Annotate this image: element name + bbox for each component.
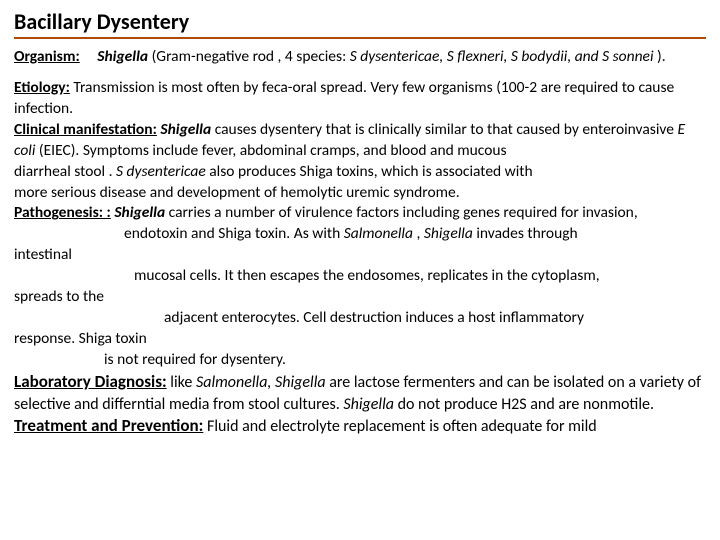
lab-head: Laboratory Diagnosis: — [14, 371, 167, 392]
clinical-block: Clinical manifestation: Shigella causes … — [14, 120, 706, 204]
patho-p4tail: response. Shiga toxin — [14, 329, 147, 348]
patho-p2b: , — [416, 224, 423, 243]
treatment-block: Treatment and Prevention: Fluid and elec… — [14, 415, 706, 438]
clinical-s3: more serious disease and development of … — [14, 183, 460, 202]
pathogenesis-head: Pathogenesis: : — [14, 203, 111, 222]
pathogenesis-block: Pathogenesis: : Shigella carries a numbe… — [14, 203, 706, 370]
organism-block: Organism: Shigella (Gram-negative rod , … — [14, 47, 706, 68]
patho-shigella2: Shigella — [424, 224, 473, 243]
lab-shigella: Shigella — [275, 373, 326, 392]
organism-species: S dysentericae, S flexneri, S bodydii, a… — [350, 47, 654, 66]
patho-salmonella: Salmonella — [344, 224, 413, 243]
clinical-shigella: Shigella — [160, 120, 211, 139]
clinical-s2b: also produces Shiga toxins, which is ass… — [209, 162, 532, 181]
patho-p2tail: intestinal — [14, 245, 72, 264]
slide-title: Bacillary Dysentery — [14, 8, 706, 39]
organism-desc2: ). — [657, 47, 666, 66]
etiology-block: Etiology: Transmission is most often by … — [14, 78, 706, 120]
patho-p4: adjacent enterocytes. Cell destruction i… — [14, 308, 706, 329]
patho-p3tail: spreads to the — [14, 287, 104, 306]
clinical-s1b: causes dysentery that is clinically simi… — [215, 120, 678, 139]
treatment-text: Fluid and electrolyte replacement is oft… — [207, 417, 597, 436]
patho-p1b: carries a number of virulence factors in… — [169, 203, 638, 222]
clinical-s1c: (EIEC). Symptoms include fever, abdomina… — [39, 141, 507, 160]
patho-line2: endotoxin and Shiga toxin. As with Salmo… — [14, 224, 706, 245]
patho-p2c: invades through — [476, 224, 577, 243]
patho-p2a: endotoxin and Shiga toxin. As with — [124, 224, 344, 243]
clinical-sdys: S dysentericae — [116, 162, 206, 181]
etiology-head: Etiology: — [14, 78, 70, 97]
patho-shigella: Shigella — [114, 203, 165, 222]
lab-l2: do not produce H2S and are nonmotile. — [398, 395, 654, 414]
etiology-text: Transmission is most often by feca-oral … — [14, 78, 674, 118]
lab-l1a: like — [170, 373, 196, 392]
clinical-s2a: diarrheal stool . — [14, 162, 116, 181]
lab-salmonella: Salmonella, — [196, 373, 271, 392]
patho-p3: mucosal cells. It then escapes the endos… — [14, 266, 706, 287]
organism-desc1: (Gram-negative rod , 4 species: — [152, 47, 350, 66]
organism-name: Shigella — [97, 47, 148, 66]
lab-block: Laboratory Diagnosis: like Salmonella, S… — [14, 371, 706, 416]
lab-shigella2: Shigella — [343, 395, 394, 414]
patho-p5: is not required for dysentery. — [14, 350, 706, 371]
clinical-head: Clinical manifestation: — [14, 120, 157, 139]
organism-head: Organism: — [14, 47, 80, 66]
treatment-head: Treatment and Prevention: — [14, 415, 203, 436]
